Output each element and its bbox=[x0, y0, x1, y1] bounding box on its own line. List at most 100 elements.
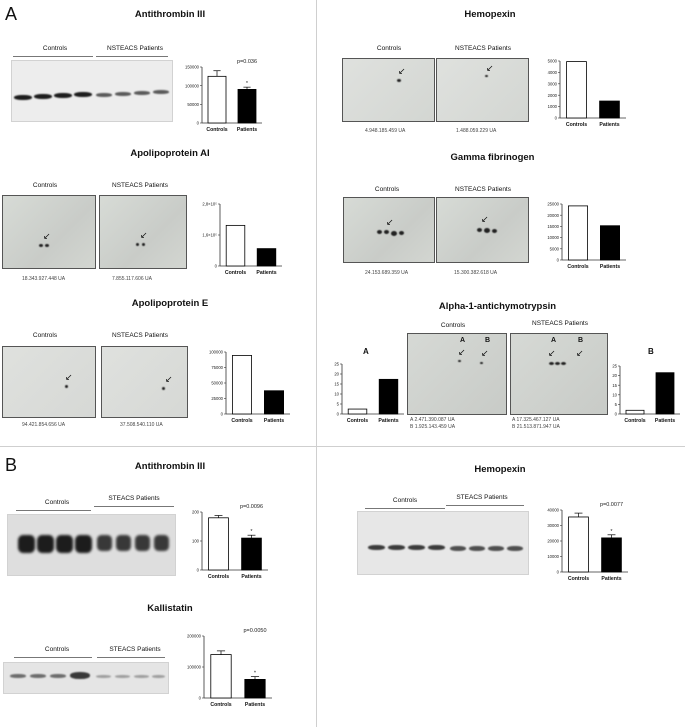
x-tick-label: Patients bbox=[245, 702, 265, 708]
western-blot-image bbox=[3, 662, 169, 694]
p-value-label: p=0.0077 bbox=[600, 502, 623, 508]
x-tick-label: Controls bbox=[208, 574, 229, 580]
quantification-caption: 4.948.185.459 UA bbox=[365, 128, 406, 134]
y-tick-label: 1,6×10⁵ bbox=[202, 233, 217, 238]
y-tick-label: 0 bbox=[557, 258, 560, 263]
x-tick-label: Controls bbox=[231, 418, 252, 424]
y-tick-label: 10000 bbox=[547, 235, 559, 240]
y-tick-label: 30000 bbox=[547, 523, 559, 528]
y-tick-label: 20 bbox=[334, 372, 339, 377]
x-tick-label: Controls bbox=[568, 576, 589, 582]
x-tick-label: Patients bbox=[241, 574, 261, 580]
group-label-patients: NSTEACS Patients bbox=[532, 320, 588, 327]
bar-chart: 200000 100000 0 Controls Patients p=0.0050 * bbox=[187, 628, 272, 708]
significance-star: * bbox=[610, 529, 613, 535]
group-label-patients: STEACS Patients bbox=[456, 494, 508, 501]
western-blot-image bbox=[11, 60, 173, 122]
quantification-caption: B 1.925.143.459 UA bbox=[410, 424, 456, 430]
bar-patients bbox=[655, 372, 675, 415]
x-tick-label: Controls bbox=[567, 264, 588, 270]
underline bbox=[13, 56, 93, 57]
panel-divider-horizontal bbox=[0, 446, 685, 447]
x-tick-label: Patients bbox=[256, 270, 276, 276]
x-tick-label: Patients bbox=[601, 576, 621, 582]
bar-controls bbox=[210, 654, 232, 699]
y-tick-label: 3000 bbox=[548, 81, 558, 86]
figure-title: Kallistatin bbox=[147, 603, 193, 614]
y-tick-label: 0 bbox=[197, 568, 200, 573]
group-label-controls: Controls bbox=[32, 182, 58, 189]
group-label-controls: Controls bbox=[392, 497, 418, 504]
y-tick-label: 5000 bbox=[548, 59, 558, 64]
bar-patients bbox=[244, 679, 266, 699]
y-tick-label: 20000 bbox=[547, 539, 559, 544]
y-tick-label: 100000 bbox=[185, 83, 200, 88]
western-blot-image bbox=[7, 514, 176, 576]
bar-chart: 100000 75000 50000 25000 0 Controls Patients bbox=[209, 350, 290, 424]
bar-chart: 25 20 15 10 5 0 Controls Patients bbox=[612, 364, 680, 424]
x-tick-label: Controls bbox=[210, 702, 231, 708]
group-label-controls: Controls bbox=[44, 499, 70, 506]
y-tick-label: 2,8×10⁵ bbox=[202, 202, 217, 207]
underline bbox=[16, 510, 91, 511]
y-tick-label: 150000 bbox=[185, 65, 200, 70]
bar-controls bbox=[625, 409, 645, 415]
y-tick-label: 0 bbox=[557, 570, 560, 575]
x-tick-label: Controls bbox=[225, 270, 246, 276]
bar-patients bbox=[237, 89, 257, 124]
bar-controls bbox=[225, 224, 246, 267]
bar-chart: 25000 20000 15000 10000 5000 0 Controls Patient… bbox=[547, 202, 626, 270]
bar-chart: 2,8×10⁵ 1,6×10⁵ 0 Controls Patients bbox=[202, 202, 282, 276]
figure-title: Antithrombin III bbox=[134, 9, 206, 20]
y-tick-label: 40000 bbox=[547, 508, 559, 513]
y-tick-label: 25000 bbox=[547, 202, 559, 207]
p-value-label: p=0.036 bbox=[237, 59, 257, 65]
2d-gel-image-controls: ↙ bbox=[2, 346, 96, 418]
x-tick-label: Patients bbox=[378, 418, 398, 424]
y-tick-label: 50000 bbox=[187, 102, 199, 107]
spot-label-b: B bbox=[485, 337, 491, 344]
y-tick-label: 0 bbox=[199, 696, 202, 701]
quantification-caption: 94.421.854.656 UA bbox=[22, 422, 66, 428]
underline bbox=[97, 657, 165, 658]
y-tick-label: 75000 bbox=[211, 365, 223, 370]
y-tick-label: 20 bbox=[612, 373, 617, 378]
subchart-label-a: A bbox=[363, 347, 369, 356]
panel-divider-vertical bbox=[316, 0, 317, 727]
group-label-controls: Controls bbox=[440, 322, 466, 329]
x-tick-label: Controls bbox=[624, 418, 645, 424]
p-value-label: p=0.0096 bbox=[240, 504, 263, 510]
group-label-patients: NSTEACS Patients bbox=[455, 186, 511, 193]
y-tick-label: 1000 bbox=[548, 104, 558, 109]
group-label-controls: Controls bbox=[44, 646, 70, 653]
y-tick-label: 10 bbox=[612, 392, 617, 397]
2d-gel-image-patients: A B ↙ ↙ bbox=[510, 333, 608, 415]
y-tick-label: 100000 bbox=[187, 665, 202, 670]
western-blot-image bbox=[357, 511, 529, 575]
significance-star: * bbox=[246, 81, 249, 87]
bar-patients bbox=[256, 248, 277, 267]
y-tick-label: 2000 bbox=[548, 93, 558, 98]
bar-patients bbox=[601, 537, 622, 573]
group-label-controls: Controls bbox=[374, 186, 400, 193]
quantification-caption: 37.508.540.110 UA bbox=[120, 422, 163, 428]
figure-title: Apolipoprotein AI bbox=[130, 148, 210, 159]
2d-gel-image-controls: ↙ bbox=[342, 58, 435, 122]
y-tick-label: 0 bbox=[615, 412, 618, 417]
quantification-caption: 7.855.117.606 UA bbox=[112, 276, 152, 282]
2d-gel-image-patients: ↙ bbox=[101, 346, 188, 418]
bar-patients bbox=[378, 378, 399, 415]
subchart-label-b: B bbox=[648, 347, 654, 356]
x-tick-label: Patients bbox=[655, 418, 675, 424]
figure-title: Apolipoprotein E bbox=[131, 298, 209, 309]
y-tick-label: 5 bbox=[337, 402, 340, 407]
bar-controls bbox=[347, 408, 368, 415]
2d-gel-image-patients: ↙ bbox=[436, 197, 529, 263]
bar-controls bbox=[232, 355, 253, 415]
quantification-caption: A 17.325.467.127 UA bbox=[512, 417, 560, 423]
group-label-patients: NSTEACS Patients bbox=[112, 182, 168, 189]
group-label-controls: Controls bbox=[376, 45, 402, 52]
significance-star: * bbox=[254, 671, 257, 677]
figure-title: Gamma fibrinogen bbox=[450, 152, 535, 163]
bar-chart: 40000 30000 20000 10000 0 Controls Patients p=0… bbox=[547, 502, 628, 582]
